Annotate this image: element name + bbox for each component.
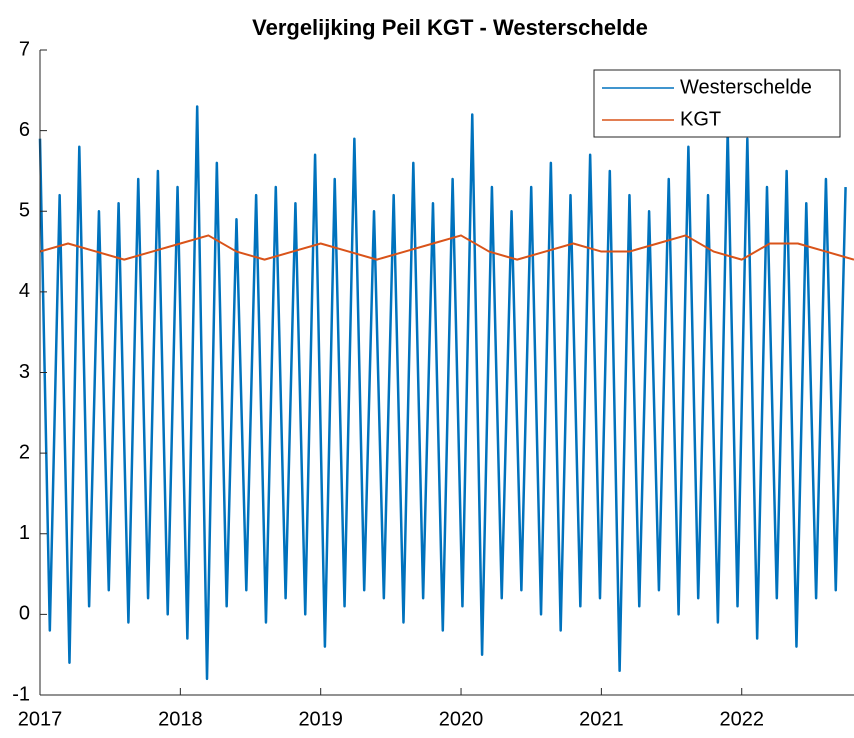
x-tick-label: 2018 [158, 708, 203, 730]
x-tick-label: 2017 [18, 708, 63, 730]
line-series [39, 234, 854, 261]
y-tick-label: 1 [19, 522, 30, 544]
legend-label: KGT [680, 108, 721, 130]
y-tick-label: 0 [19, 603, 30, 625]
y-tick-label: 5 [19, 200, 30, 222]
legend-box [593, 69, 841, 138]
legend: Westerschelde KGT [593, 69, 841, 138]
y-tick-label: 2 [19, 441, 30, 463]
line-series [38, 105, 847, 681]
chart-title: Vergelijking Peil KGT - Westerschelde [252, 15, 648, 40]
y-tick-label: 6 [19, 119, 30, 141]
x-tick-label: 2020 [439, 708, 484, 730]
x-tick-label: 2022 [719, 708, 764, 730]
x-tick-label: 2019 [298, 708, 343, 730]
legend-label: Westerschelde [680, 76, 812, 98]
x-tick-label: 2021 [579, 708, 624, 730]
y-tick-label: -1 [12, 683, 30, 705]
y-tick-label: 4 [19, 280, 30, 302]
y-tick-label: 3 [19, 361, 30, 383]
y-tick-label: 7 [19, 38, 30, 60]
